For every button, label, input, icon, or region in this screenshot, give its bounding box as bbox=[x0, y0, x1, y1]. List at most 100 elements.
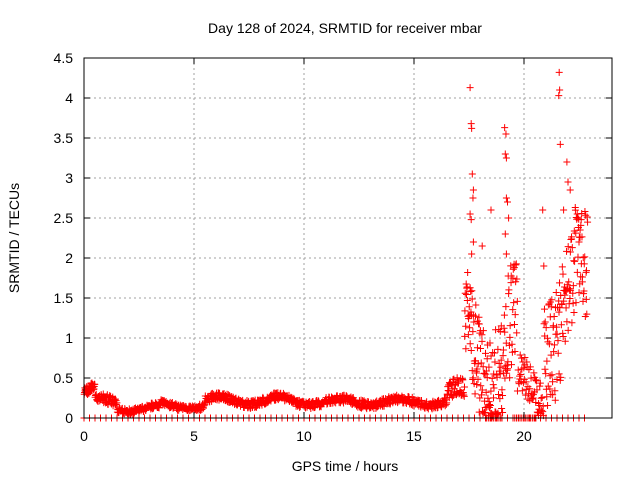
data-point bbox=[521, 353, 529, 361]
data-point bbox=[466, 210, 474, 218]
data-point bbox=[553, 330, 561, 338]
data-point bbox=[569, 299, 577, 307]
data-point bbox=[466, 324, 474, 332]
data-point bbox=[463, 297, 471, 305]
data-point bbox=[563, 247, 571, 255]
data-point bbox=[566, 186, 574, 194]
data-point bbox=[464, 331, 472, 339]
data-point bbox=[574, 214, 582, 222]
data-point bbox=[501, 230, 509, 238]
data-point bbox=[545, 340, 553, 348]
data-point bbox=[469, 194, 477, 202]
data-point bbox=[494, 409, 502, 417]
data-point bbox=[549, 378, 557, 386]
data-point bbox=[501, 124, 509, 132]
data-point bbox=[570, 308, 578, 316]
x-tick-label: 0 bbox=[80, 428, 88, 444]
data-point bbox=[508, 340, 516, 348]
data-point bbox=[511, 348, 519, 356]
data-point bbox=[477, 359, 485, 367]
data-point bbox=[467, 287, 475, 295]
data-point bbox=[464, 269, 472, 277]
data-point bbox=[487, 387, 495, 395]
data-point bbox=[556, 86, 564, 94]
data-point bbox=[490, 384, 498, 392]
data-point bbox=[220, 389, 228, 397]
data-point bbox=[502, 154, 510, 162]
data-point bbox=[555, 68, 563, 76]
y-tick-label: 4 bbox=[65, 90, 73, 106]
data-point bbox=[581, 253, 589, 261]
data-point bbox=[511, 311, 519, 319]
data-point bbox=[539, 206, 547, 214]
data-point bbox=[465, 303, 473, 311]
data-point bbox=[485, 363, 493, 371]
data-point bbox=[559, 332, 567, 340]
data-point bbox=[461, 289, 469, 297]
data-point bbox=[553, 376, 561, 384]
data-point bbox=[560, 297, 568, 305]
data-point bbox=[577, 216, 585, 224]
data-point bbox=[506, 333, 514, 341]
data-point bbox=[482, 370, 490, 378]
data-point bbox=[501, 328, 509, 336]
data-point bbox=[571, 206, 579, 214]
data-point bbox=[486, 339, 494, 347]
data-point bbox=[460, 391, 468, 399]
data-point bbox=[506, 322, 514, 330]
data-point bbox=[468, 124, 476, 132]
data-point bbox=[499, 408, 507, 416]
data-point bbox=[471, 312, 479, 320]
data-point bbox=[500, 324, 508, 332]
data-point bbox=[498, 404, 506, 412]
data-point bbox=[559, 329, 567, 337]
data-point bbox=[468, 250, 476, 258]
data-point bbox=[573, 268, 581, 276]
data-point bbox=[575, 238, 583, 246]
data-point bbox=[572, 229, 580, 237]
data-point bbox=[490, 349, 498, 357]
data-point bbox=[502, 130, 510, 138]
data-point bbox=[571, 257, 579, 265]
data-point bbox=[522, 386, 530, 394]
data-point bbox=[460, 392, 468, 400]
data-point bbox=[490, 370, 498, 378]
data-point bbox=[473, 344, 481, 352]
data-point bbox=[550, 341, 558, 349]
data-point bbox=[496, 327, 504, 335]
data-point bbox=[475, 320, 483, 328]
data-point bbox=[568, 235, 576, 243]
data-point bbox=[461, 332, 469, 340]
data-point bbox=[482, 388, 490, 396]
y-tick-label: 2.5 bbox=[54, 210, 74, 226]
data-point bbox=[478, 391, 486, 399]
data-point bbox=[569, 282, 577, 290]
data-point bbox=[566, 248, 574, 256]
data-point bbox=[473, 365, 481, 373]
data-point bbox=[466, 340, 474, 348]
y-tick-label: 0.5 bbox=[54, 370, 74, 386]
data-point bbox=[471, 390, 479, 398]
data-point bbox=[513, 297, 521, 305]
data-point bbox=[564, 243, 572, 251]
data-point bbox=[489, 381, 497, 389]
data-point bbox=[537, 394, 545, 402]
data-point bbox=[476, 394, 484, 402]
data-point bbox=[472, 301, 480, 309]
data-point bbox=[112, 401, 120, 409]
data-point bbox=[512, 260, 520, 268]
data-point bbox=[466, 84, 474, 92]
data-point bbox=[468, 295, 476, 303]
data-point bbox=[462, 345, 470, 353]
data-point bbox=[565, 278, 573, 286]
data-point bbox=[538, 393, 546, 401]
data-point bbox=[522, 378, 530, 386]
data-point bbox=[502, 194, 510, 202]
data-point bbox=[520, 364, 528, 372]
data-point bbox=[564, 326, 572, 334]
data-point bbox=[453, 374, 461, 382]
data-point bbox=[518, 354, 526, 362]
data-point bbox=[547, 303, 555, 311]
data-point bbox=[528, 395, 536, 403]
data-point bbox=[583, 267, 591, 275]
